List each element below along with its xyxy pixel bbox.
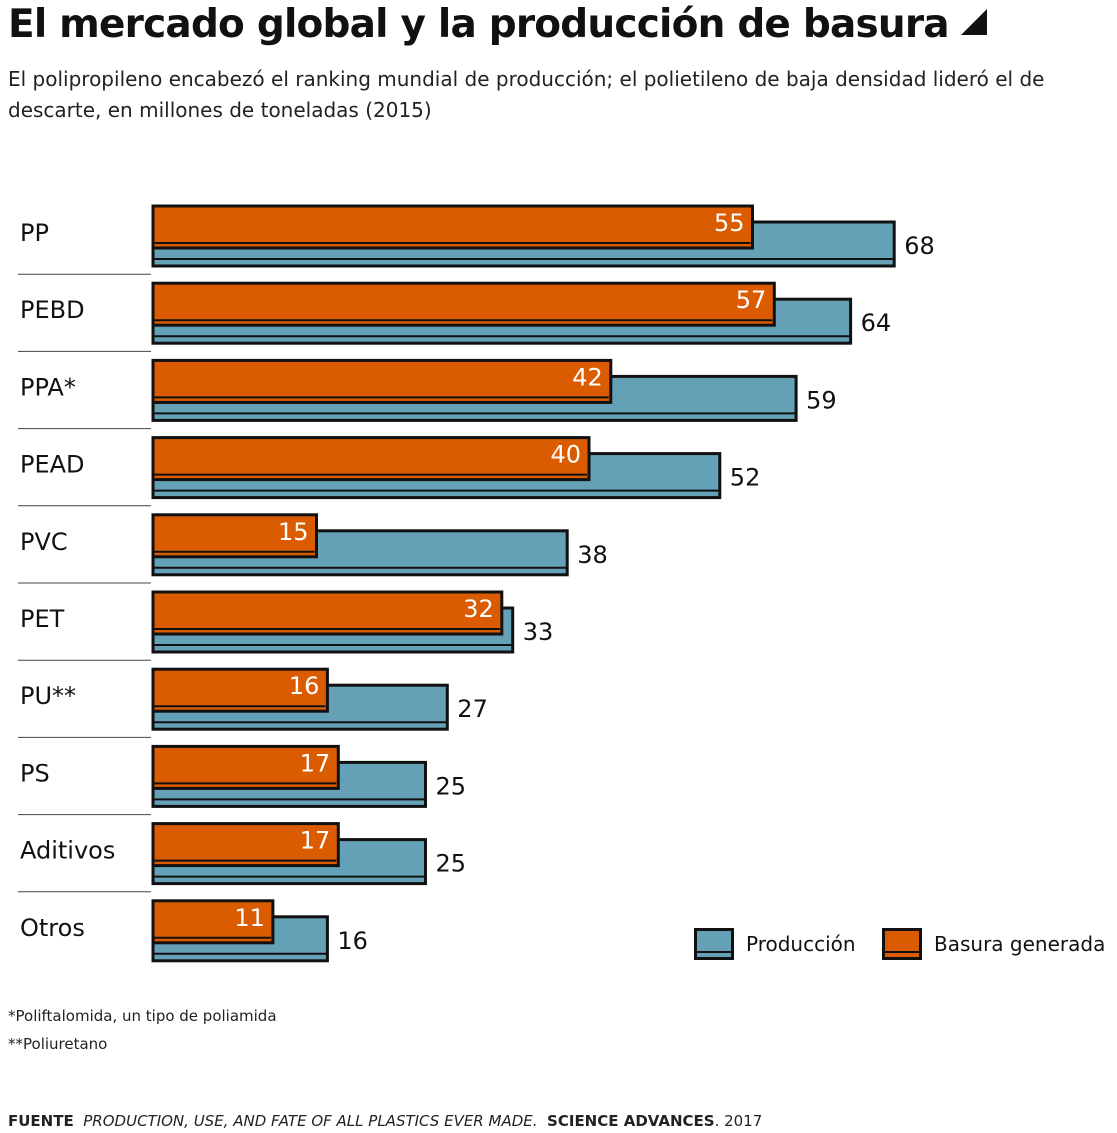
source-work: PRODUCTION, USE, AND FATE OF ALL PLASTIC… — [83, 1112, 538, 1130]
waste-value-label: 42 — [572, 363, 603, 391]
production-value-label: 16 — [337, 927, 368, 955]
category-label: PS — [20, 759, 50, 787]
category-label: PP — [20, 219, 49, 247]
waste-value-label: 11 — [234, 904, 265, 932]
production-value-label: 59 — [806, 386, 837, 414]
production-value-label: 33 — [523, 618, 554, 646]
waste-value-label: 17 — [300, 827, 331, 855]
chart-title: El mercado global y la producción de bas… — [8, 2, 987, 47]
production-value-label: 68 — [904, 232, 935, 260]
production-value-label: 25 — [436, 772, 467, 800]
bar-waste — [151, 204, 754, 250]
source-journal: SCIENCE ADVANCES — [547, 1112, 715, 1130]
chart-title-text: El mercado global y la producción de bas… — [8, 2, 950, 47]
bar-waste — [151, 358, 613, 404]
category-label: PET — [20, 605, 65, 633]
chart-subtitle: El polipropileno encabezó el ranking mun… — [8, 67, 1045, 122]
category-label: Aditivos — [20, 837, 115, 865]
legend-swatch-production — [694, 928, 734, 960]
category-label: PEBD — [20, 296, 85, 324]
production-value-label: 27 — [457, 695, 488, 723]
bar-waste — [151, 281, 776, 327]
source-line: FUENTE PRODUCTION, USE, AND FATE OF ALL … — [8, 1112, 762, 1130]
legend-label-waste: Basura generada — [934, 932, 1106, 956]
production-value-label: 52 — [730, 464, 761, 492]
footnote-1: *Poliftalomida, un tipo de poliamida — [8, 1007, 277, 1025]
waste-value-label: 32 — [463, 595, 494, 623]
bar-waste — [151, 899, 275, 945]
source-year: . 2017 — [714, 1112, 763, 1130]
bar-chart: PP 55 68 PEBD 57 64 PPA* 42 59 PEAD 40 52 PVC 15 38 PET… — [18, 204, 935, 963]
category-label: PEAD — [20, 451, 85, 479]
production-value-label: 38 — [577, 541, 608, 569]
source-label: FUENTE — [8, 1112, 74, 1130]
legend-swatch-waste — [882, 928, 922, 960]
bar-waste — [151, 667, 329, 713]
waste-value-label: 40 — [550, 441, 581, 469]
bar-waste — [151, 744, 340, 790]
triangle-icon — [960, 9, 987, 35]
category-label: PPA* — [20, 373, 76, 401]
category-label: PU** — [20, 682, 76, 710]
waste-value-label: 15 — [278, 518, 309, 546]
category-label: PVC — [20, 528, 68, 556]
bar-waste — [151, 822, 340, 868]
category-label: Otros — [20, 914, 85, 942]
waste-value-label: 55 — [714, 209, 745, 237]
bar-waste — [151, 590, 504, 636]
production-value-label: 64 — [861, 309, 892, 337]
legend-label-production: Producción — [746, 932, 856, 956]
bar-waste — [151, 436, 591, 482]
waste-value-label: 57 — [736, 286, 767, 314]
waste-value-label: 17 — [300, 749, 331, 777]
footnote-2: **Poliuretano — [8, 1035, 108, 1053]
bar-waste — [151, 513, 318, 559]
production-value-label: 25 — [436, 850, 467, 878]
waste-value-label: 16 — [289, 672, 320, 700]
